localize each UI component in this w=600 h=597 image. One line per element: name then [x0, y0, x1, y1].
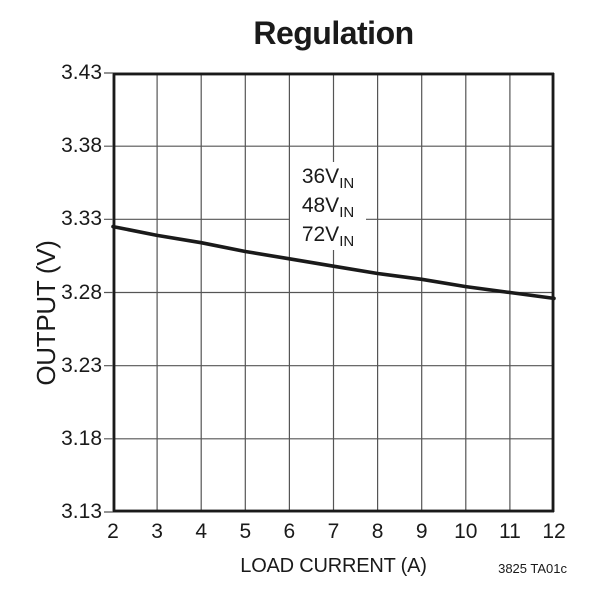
gridlines: [104, 72, 555, 513]
x-tick-label: 11: [498, 520, 521, 543]
x-tick-label: 3: [151, 520, 163, 543]
vin-annotation-line: 48VIN: [301, 194, 355, 221]
y-tick-label: 3.43: [61, 61, 102, 84]
vin-annotation-line: 72VIN: [301, 223, 355, 250]
x-tick-label: 6: [283, 520, 296, 543]
x-tick-label: 10: [454, 520, 478, 543]
x-tick-label: 12: [542, 520, 566, 543]
y-tick-label: 3.18: [61, 426, 102, 450]
x-tick-label: 7: [327, 520, 340, 543]
y-tick-label: 3.28: [61, 280, 102, 304]
x-tick-label: 5: [239, 520, 252, 543]
datasheet-figure-code: 3825 TA01c: [498, 561, 567, 576]
y-tick-label: 3.38: [61, 134, 102, 158]
plot-frame: [112, 72, 555, 513]
x-tick-label: 8: [371, 520, 384, 543]
vin-annotation-line: 36VIN: [301, 165, 355, 192]
x-axis-title: LOAD CURRENT (A): [240, 555, 427, 577]
y-tick-label: 3.13: [61, 500, 102, 523]
x-tick-label: 4: [195, 520, 208, 543]
vin-annotation: 36VIN 48VIN 72VIN: [290, 162, 366, 250]
x-tick-label: 2: [107, 520, 119, 543]
y-axis-title: OUTPUT (V): [31, 240, 61, 386]
y-tick-label: 3.33: [61, 207, 102, 231]
chart-title: Regulation: [253, 15, 414, 51]
y-tick-label: 3.23: [61, 353, 102, 377]
x-tick-label: 9: [415, 520, 428, 543]
regulation-curve: [111, 224, 556, 301]
